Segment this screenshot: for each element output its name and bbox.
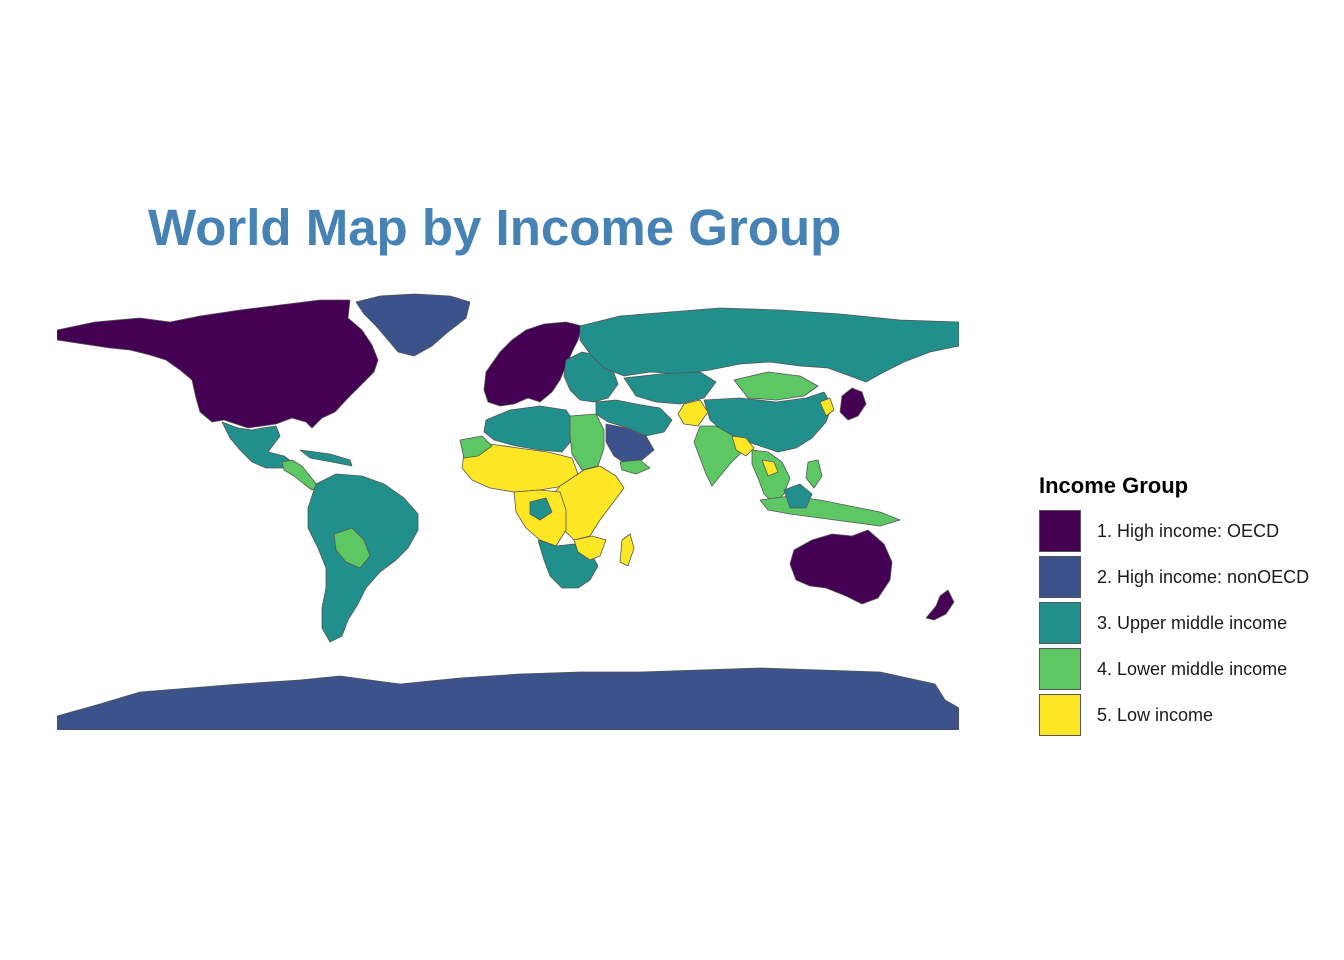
region-new-zealand — [925, 589, 955, 621]
legend-label: 5. Low income — [1097, 704, 1214, 725]
region-korea — [819, 397, 835, 417]
region-central-asia — [623, 371, 717, 405]
legend-swatch — [1039, 556, 1081, 598]
region-madagascar — [619, 533, 635, 567]
map-title: World Map by Income Group — [148, 199, 842, 256]
region-mongolia — [733, 371, 819, 401]
region-west-africa-lm — [459, 435, 493, 459]
region-south-asia-low — [731, 435, 755, 457]
legend-item: 3. Upper middle income — [1039, 600, 1339, 646]
legend-item: 4. Lower middle income — [1039, 646, 1339, 692]
legend-label: 4. Lower middle income — [1097, 658, 1288, 679]
region-afghanistan — [677, 399, 709, 427]
legend: Income Group 1. High income: OECD 2. Hig… — [1039, 470, 1339, 738]
region-southern-africa-low — [573, 535, 607, 561]
region-india — [693, 425, 743, 487]
region-se-asia-low — [761, 459, 779, 477]
legend-item: 1. High income: OECD — [1039, 508, 1339, 554]
region-middle-east — [595, 399, 673, 437]
legend-item: 5. Low income — [1039, 692, 1339, 738]
region-caribbean — [299, 449, 353, 467]
region-saudi-arabia — [605, 423, 655, 465]
region-north-america — [57, 299, 379, 429]
legend-label: 3. Upper middle income — [1097, 612, 1288, 633]
region-japan — [839, 387, 867, 421]
region-southeast-asia — [751, 449, 791, 505]
region-gabon — [529, 497, 553, 521]
region-egypt-sudan — [569, 413, 605, 471]
region-borneo — [783, 483, 813, 509]
region-north-africa — [483, 405, 575, 453]
legend-swatch — [1039, 602, 1081, 644]
legend-swatch — [1039, 648, 1081, 690]
region-central-america — [281, 459, 319, 491]
region-australia — [789, 529, 893, 605]
region-greenland — [355, 293, 471, 357]
region-indonesia — [759, 495, 901, 527]
region-mexico — [221, 421, 293, 469]
region-bolivia — [333, 527, 371, 569]
region-antarctica — [57, 667, 959, 730]
legend-item: 2. High income: nonOECD — [1039, 554, 1339, 600]
legend-swatch — [1039, 510, 1081, 552]
legend-label: 2. High income: nonOECD — [1097, 566, 1310, 587]
region-philippines — [805, 459, 823, 489]
legend-title: Income Group — [1039, 473, 1189, 498]
legend-label: 1. High income: OECD — [1097, 520, 1280, 541]
region-yemen — [619, 459, 651, 475]
region-russia — [579, 307, 959, 383]
legend-swatch — [1039, 694, 1081, 736]
